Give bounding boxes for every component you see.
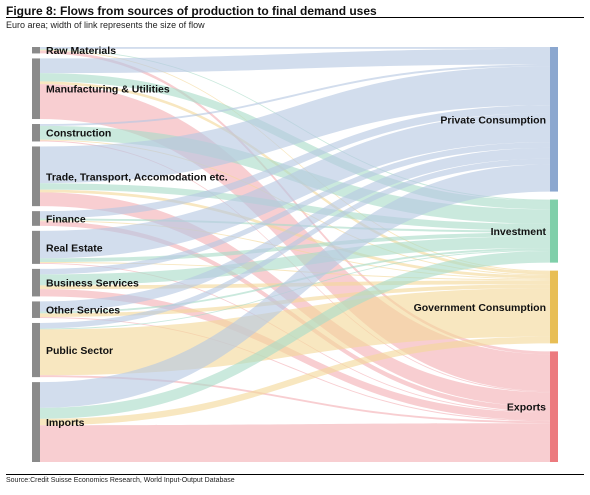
flow-re-to-government	[40, 262, 550, 281]
source-label-imp: Imports	[46, 417, 85, 429]
source-label-bus: Business Services	[46, 278, 139, 290]
target-label-government: Government Consumption	[414, 302, 546, 314]
source-note: Source:Credit Suisse Economics Research,…	[6, 477, 235, 484]
flow-imp-to-private	[40, 164, 550, 408]
target-label-private: Private Consumption	[440, 114, 546, 126]
source-label-re: Real Estate	[46, 242, 103, 254]
flow-oth-to-government	[40, 284, 550, 318]
source-nodes: Raw Materials Manufacturing & Utilities Co…	[32, 45, 228, 462]
flow-manu-to-private	[40, 48, 550, 74]
flow-imp-to-exports	[40, 423, 550, 462]
source-label-cons: Construction	[46, 128, 111, 140]
flow-trade-to-private	[40, 66, 550, 184]
source-bar-cons	[32, 124, 40, 142]
source-label-fin: Finance	[46, 213, 86, 225]
source-label-trade: Trade, Transport, Accomodation etc.	[46, 171, 228, 183]
source-label-raw: Raw Materials	[46, 45, 116, 57]
source-bar-bus	[32, 268, 40, 297]
target-label-exports: Exports	[507, 402, 546, 414]
source-label-manu: Manufacturing & Utilities	[46, 84, 170, 96]
flow-manu-to-exports	[40, 84, 550, 392]
flow-raw-to-exports	[40, 50, 550, 355]
flow-re-to-investment	[40, 232, 550, 263]
flow-bus-to-private	[40, 142, 550, 275]
source-bar-re	[32, 230, 40, 264]
target-bar-exports	[550, 351, 558, 462]
flow-oth-to-exports	[40, 317, 550, 422]
source-label-pub: Public Sector	[46, 345, 113, 357]
flow-fin-to-government	[40, 220, 550, 280]
flow-imp-to-investment	[40, 250, 550, 419]
target-nodes: Private Consumption Investment Government …	[414, 47, 558, 462]
flow-fin-to-private	[40, 105, 550, 219]
flow-links	[40, 47, 550, 462]
bottom-rule	[6, 474, 584, 475]
source-bar-trade	[32, 146, 40, 207]
flow-cons-to-private	[40, 64, 550, 126]
source-bar-fin	[32, 211, 40, 226]
flow-pub-to-exports	[40, 375, 550, 424]
flow-bus-to-investment	[40, 236, 550, 286]
flow-re-to-private	[40, 112, 550, 259]
source-bar-oth	[32, 301, 40, 318]
source-bar-raw	[32, 47, 40, 54]
flow-imp-to-government	[40, 336, 550, 426]
figure-subtitle: Euro area; width of link represents the …	[6, 20, 205, 30]
source-bar-pub	[32, 322, 40, 378]
figure-title: Figure 8: Flows from sources of producti…	[6, 4, 377, 18]
source-bar-imp	[32, 382, 40, 462]
target-bar-government	[550, 270, 558, 344]
flow-pub-to-private	[40, 158, 550, 329]
top-rule	[6, 17, 584, 18]
target-label-investment: Investment	[491, 226, 547, 238]
source-label-oth: Other Services	[46, 305, 120, 317]
target-bar-investment	[550, 199, 558, 263]
flow-oth-to-private	[40, 147, 550, 312]
target-bar-private	[550, 47, 558, 192]
flow-raw-to-private	[40, 47, 550, 49]
source-bar-manu	[32, 58, 40, 120]
